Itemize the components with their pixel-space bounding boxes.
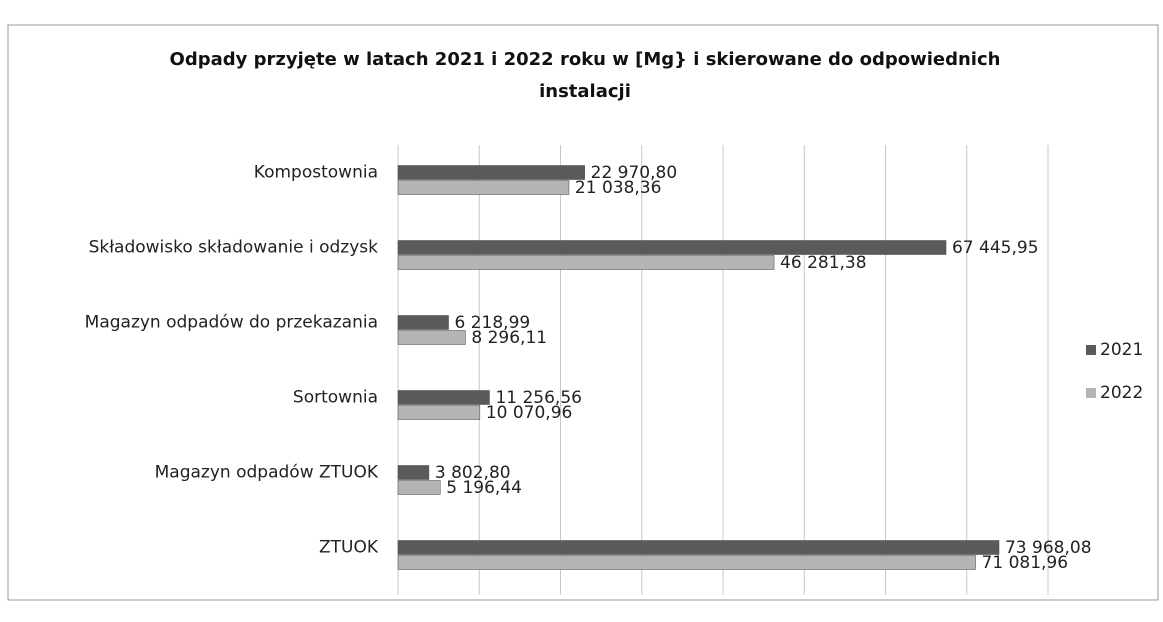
bar (397, 390, 490, 405)
value-label: 21 038,36 (575, 178, 662, 198)
y-tick-label: Magazyn odpadów ZTUOK (155, 463, 379, 483)
value-label: 3 802,80 (435, 463, 511, 483)
value-label: 5 196,44 (446, 478, 522, 498)
value-label: 22 970,80 (591, 163, 678, 183)
bar (397, 315, 449, 330)
bar (397, 480, 441, 495)
value-label: 6 218,99 (455, 313, 531, 333)
legend-label: 2022 (1100, 383, 1143, 403)
bar (397, 555, 976, 570)
y-tick-label: Kompostownia (254, 163, 378, 183)
bar (397, 405, 481, 420)
y-tick-label: Składowisko składowanie i odzysk (89, 238, 379, 258)
value-label: 8 296,11 (471, 328, 547, 348)
y-tick-label: Sortownia (293, 388, 378, 408)
value-label: 67 445,95 (952, 238, 1039, 258)
value-label: 73 968,08 (1005, 538, 1092, 558)
bar (397, 255, 775, 270)
bar (397, 240, 947, 255)
chart-frame (7, 24, 1159, 601)
y-tick-label: ZTUOK (319, 538, 379, 558)
chart-title: Odpady przyjęte w latach 2021 i 2022 rok… (169, 49, 1001, 102)
y-tick-label: Magazyn odpadów do przekazania (85, 313, 378, 333)
legend-swatch (1086, 388, 1096, 398)
legend-swatch (1086, 345, 1096, 355)
value-label: 10 070,96 (486, 403, 573, 423)
value-label: 71 081,96 (982, 553, 1069, 573)
bar (397, 465, 430, 480)
value-label: 11 256,56 (495, 388, 582, 408)
bar (397, 540, 1000, 555)
bar (397, 165, 585, 180)
value-label: 46 281,38 (780, 253, 867, 273)
legend-label: 2021 (1100, 340, 1143, 360)
bar (397, 180, 570, 195)
bar (397, 330, 466, 345)
